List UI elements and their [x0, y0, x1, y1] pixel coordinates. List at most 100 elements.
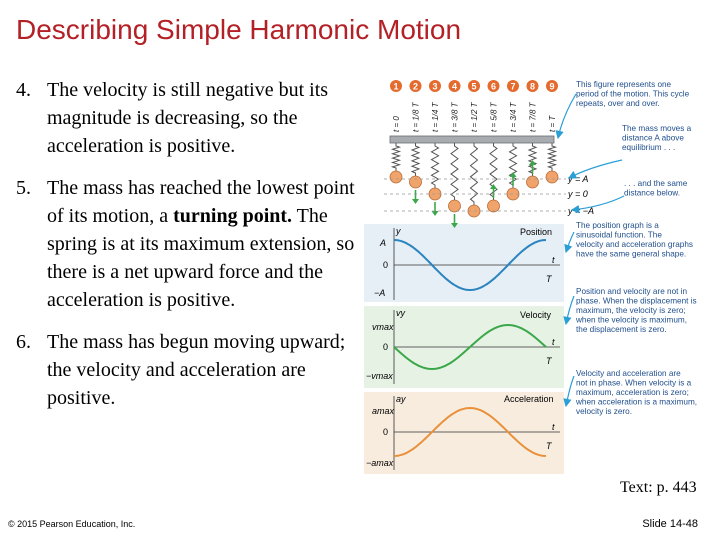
spring — [390, 143, 402, 171]
spring — [450, 143, 459, 201]
annotation-arrow — [570, 195, 625, 214]
item-number: 5. — [16, 177, 31, 199]
position-tick-negA: −A — [374, 288, 385, 298]
item-bold-term: turning point. — [173, 205, 293, 227]
velocity-arrowhead — [490, 184, 497, 190]
frame-number-badge — [429, 80, 441, 92]
frame-number-badge — [409, 80, 422, 92]
oscillator-frame: 7 t = 3/4 T — [506, 80, 520, 201]
acceleration-period-label: T — [546, 441, 553, 451]
velocity-curve — [393, 323, 547, 371]
velocity-tick-0: 0 — [383, 342, 388, 352]
frame-number-badge — [468, 80, 480, 92]
time-label: t = 1/8 T — [412, 101, 421, 132]
frame-number-badge — [487, 80, 500, 92]
slide-number: Slide 14-48 — [642, 518, 698, 530]
velocity-tick-negvmax: −vmax — [366, 371, 393, 381]
annotation-arrow — [563, 375, 575, 408]
mass — [526, 175, 539, 189]
annotation-arrow — [564, 231, 575, 254]
label-y-0: y = 0 — [567, 189, 588, 199]
velocity-tick-vmax: vmax — [372, 322, 394, 332]
acceleration-y-label: ay — [396, 394, 406, 404]
acceleration-tick-0: 0 — [383, 427, 388, 437]
frame-number-badge — [526, 80, 539, 92]
velocity-graph-name: Velocity — [520, 310, 552, 320]
item-number: 6. — [16, 331, 31, 353]
frame-number: 1 — [393, 82, 398, 92]
acceleration-tick-negamax: −amax — [366, 458, 394, 468]
item-text-after: The spring is at its maximum extension, … — [47, 205, 355, 311]
frame-number: 5 — [471, 82, 476, 92]
oscillator-frame: 4 t = 3/8 T — [448, 80, 461, 229]
time-label: t = T — [548, 115, 557, 132]
annotation: This figure represents one period of the … — [576, 80, 690, 108]
oscillator-frame: 9 t = T — [545, 80, 559, 184]
velocity-arrowhead — [431, 211, 439, 216]
annotation-arrow — [563, 295, 575, 326]
annotation: The position graph is a sinusoidal functi… — [576, 221, 693, 259]
time-label: t = 7/8 T — [529, 101, 538, 132]
velocity-period-label: T — [546, 356, 553, 366]
numbered-list: 4. The velocity is still negative but it… — [16, 76, 358, 426]
text-reference: Text: p. 443 — [620, 479, 697, 496]
spring — [489, 143, 498, 201]
mass — [487, 199, 500, 213]
oscillator-frame: 1 t = 0 — [389, 80, 403, 184]
time-label: t = 3/4 T — [509, 101, 518, 132]
slide-title: Describing Simple Harmonic Motion — [16, 14, 462, 45]
frame-number-badge — [390, 80, 402, 92]
annotation: Velocity and acceleration are not in phas… — [575, 369, 697, 416]
frame-number: 7 — [510, 82, 515, 92]
position-curve — [393, 239, 547, 292]
mass — [545, 170, 559, 184]
position-y-label: y — [395, 226, 401, 236]
annotation-arrow — [567, 159, 623, 179]
label-y-negA: y = −A — [567, 206, 594, 216]
velocity-arrowhead — [529, 159, 536, 165]
annotation: The mass moves a distance A above equilibr… — [622, 124, 692, 152]
item-text: The velocity is still negative but its m… — [47, 79, 329, 157]
acceleration-graph-name: Acceleration — [504, 394, 554, 404]
frame-number-badge — [448, 80, 461, 92]
annotation: Position and velocity are not in phase. W… — [575, 287, 697, 334]
oscillator-frame: 5 t = 1/2 T — [467, 80, 481, 218]
mass — [409, 175, 422, 189]
acceleration-tick-amax: amax — [372, 406, 395, 416]
shm-figure: 1 t = 0 2 t = 1/8 T 3 t = 1/4 T 4 t = 3/8 T 5 t =… — [364, 74, 712, 474]
oscillator-frame: 2 t = 1/8 T — [409, 80, 422, 204]
frame-number-badge — [507, 80, 519, 92]
item-number: 4. — [16, 79, 31, 101]
ceiling-bar — [389, 135, 555, 144]
position-tick-A: A — [379, 238, 386, 248]
time-label: t = 1/2 T — [470, 101, 479, 132]
copyright: © 2015 Pearson Education, Inc. — [8, 519, 136, 529]
label-y-A: y = A — [567, 174, 588, 184]
oscillator-frame: 3 t = 1/4 T — [428, 80, 442, 216]
annotation-arrow — [555, 93, 577, 140]
time-label: t = 3/8 T — [451, 101, 460, 132]
list-item: 5. The mass has reached the lowest point… — [16, 174, 358, 314]
time-label: t = 0 — [392, 116, 401, 132]
position-graph-name: Position — [520, 227, 552, 237]
list-item: 6. The mass has begun moving upward; the… — [16, 328, 358, 412]
mass — [389, 170, 403, 184]
acceleration-curve — [393, 406, 547, 457]
frame-number: 3 — [432, 82, 437, 92]
velocity-y-label: vy — [396, 308, 406, 318]
time-label: t = 1/4 T — [431, 101, 440, 132]
mass — [448, 199, 461, 213]
velocity-arrowhead — [451, 223, 458, 229]
frame-number: 2 — [413, 82, 418, 92]
spring — [527, 143, 538, 176]
frame-number-badge — [546, 80, 558, 92]
velocity-arrowhead — [509, 172, 517, 177]
position-period-label: T — [546, 274, 553, 284]
position-tick-0: 0 — [383, 260, 388, 270]
frame-number: 6 — [491, 82, 496, 92]
acceleration-x-label: t — [552, 422, 555, 432]
spring — [469, 143, 479, 205]
spring — [508, 143, 518, 188]
time-label: t = 5/8 T — [490, 101, 499, 132]
frame-number: 8 — [530, 82, 535, 92]
